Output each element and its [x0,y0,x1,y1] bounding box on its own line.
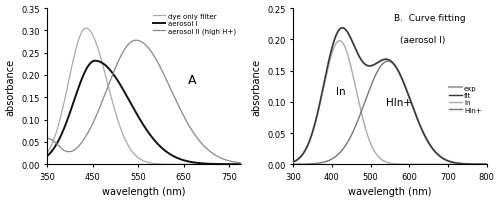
HIn+ [385,61,391,63]
aerosol I [222,163,228,166]
In [286,162,292,164]
aerosol II (high H+) [76,145,82,147]
aerosol II (high H+) [120,52,126,54]
aerosol I [249,163,255,166]
aerosol I [76,86,82,88]
fit [484,163,490,166]
Text: B.  Curve fitting: B. Curve fitting [394,14,466,23]
aerosol I [64,121,70,124]
Y-axis label: absorbance: absorbance [252,58,262,115]
aerosol I [92,60,98,63]
aerosol II (high H+) [40,140,46,142]
Line: dye only filter: dye only filter [42,29,252,164]
HIn+ [484,163,490,166]
In [364,131,370,134]
dye only filter [222,163,228,166]
exp [286,162,292,164]
HIn+ [286,163,292,166]
aerosol I [129,105,135,107]
Legend: exp, fit, In, HIn+: exp, fit, In, HIn+ [448,84,483,115]
aerosol II (high H+) [64,150,70,153]
fit [321,82,327,84]
In [336,40,342,43]
In [488,163,494,166]
Line: HIn+: HIn+ [290,62,490,164]
exp [340,27,345,30]
Line: exp: exp [290,29,490,164]
In [321,84,327,86]
aerosol II (high H+) [133,40,139,42]
fit [488,163,494,166]
fit [286,162,292,164]
In [484,163,490,166]
dye only filter [64,90,70,93]
exp [484,163,490,166]
dye only filter [129,150,135,153]
dye only filter [249,163,255,166]
exp [462,163,468,165]
HIn+ [462,163,468,165]
exp [364,65,370,67]
HIn+ [310,163,316,165]
fit [340,27,345,30]
aerosol I [245,163,251,166]
exp [372,63,378,66]
aerosol I [120,89,126,91]
fit [462,163,468,165]
HIn+ [364,97,370,99]
In [462,163,468,166]
Text: In: In [336,86,345,97]
dye only filter [245,163,251,166]
Text: A: A [188,74,197,87]
fit [310,132,316,134]
aerosol II (high H+) [129,41,135,43]
aerosol II (high H+) [249,163,255,165]
HIn+ [321,161,327,163]
exp [310,132,316,134]
Text: HIn+: HIn+ [386,97,412,107]
In [372,152,378,154]
fit [364,65,370,67]
X-axis label: wavelength (nm): wavelength (nm) [102,186,186,197]
exp [321,82,327,84]
aerosol I [40,158,46,161]
dye only filter [40,157,46,160]
X-axis label: wavelength (nm): wavelength (nm) [348,186,432,197]
aerosol II (high H+) [245,163,251,165]
HIn+ [488,163,494,166]
dye only filter [120,134,126,136]
exp [488,163,494,166]
fit [372,63,378,66]
Line: fit: fit [290,29,490,164]
dye only filter [83,28,89,30]
Line: In: In [290,41,490,164]
Text: (aerosol I): (aerosol I) [400,35,445,44]
dye only filter [76,38,82,41]
Line: aerosol II (high H+): aerosol II (high H+) [42,41,252,164]
Line: aerosol I: aerosol I [42,61,252,164]
In [310,133,316,135]
Legend: dye only filter, aerosol I, aerosol II (high H+): dye only filter, aerosol I, aerosol II (… [152,13,237,36]
Y-axis label: absorbance: absorbance [6,58,16,115]
aerosol II (high H+) [222,159,228,161]
HIn+ [372,75,378,78]
